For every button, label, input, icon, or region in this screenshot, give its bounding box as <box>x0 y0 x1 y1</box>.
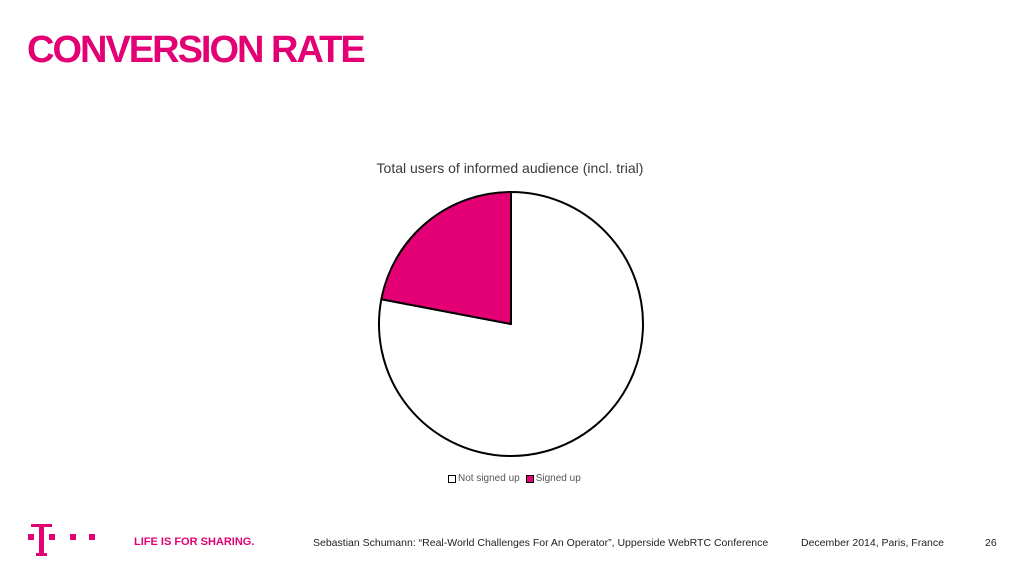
chart-title: Total users of informed audience (incl. … <box>376 160 644 176</box>
telekom-t-logo-icon <box>28 524 95 556</box>
pie-slice-signed-up <box>380 191 512 325</box>
legend-swatch <box>448 474 456 483</box>
legend-label: Signed up <box>535 473 581 484</box>
legend-item: Not signed up <box>448 473 520 484</box>
footer-date: December 2014, Paris, France <box>801 537 944 549</box>
footer-slogan: LIFE IS FOR SHARING. <box>134 536 255 548</box>
legend-label: Not signed up <box>458 473 520 484</box>
page-number: 26 <box>985 537 997 549</box>
pie-chart <box>378 191 644 457</box>
legend-swatch <box>525 474 534 483</box>
legend-item: Signed up <box>525 473 581 484</box>
footer-presenter: Sebastian Schumann: “Real-World Challeng… <box>313 537 769 549</box>
chart-legend: Not signed up Signed up <box>448 473 587 484</box>
slide-title: CONVERSION RATE <box>27 29 366 71</box>
